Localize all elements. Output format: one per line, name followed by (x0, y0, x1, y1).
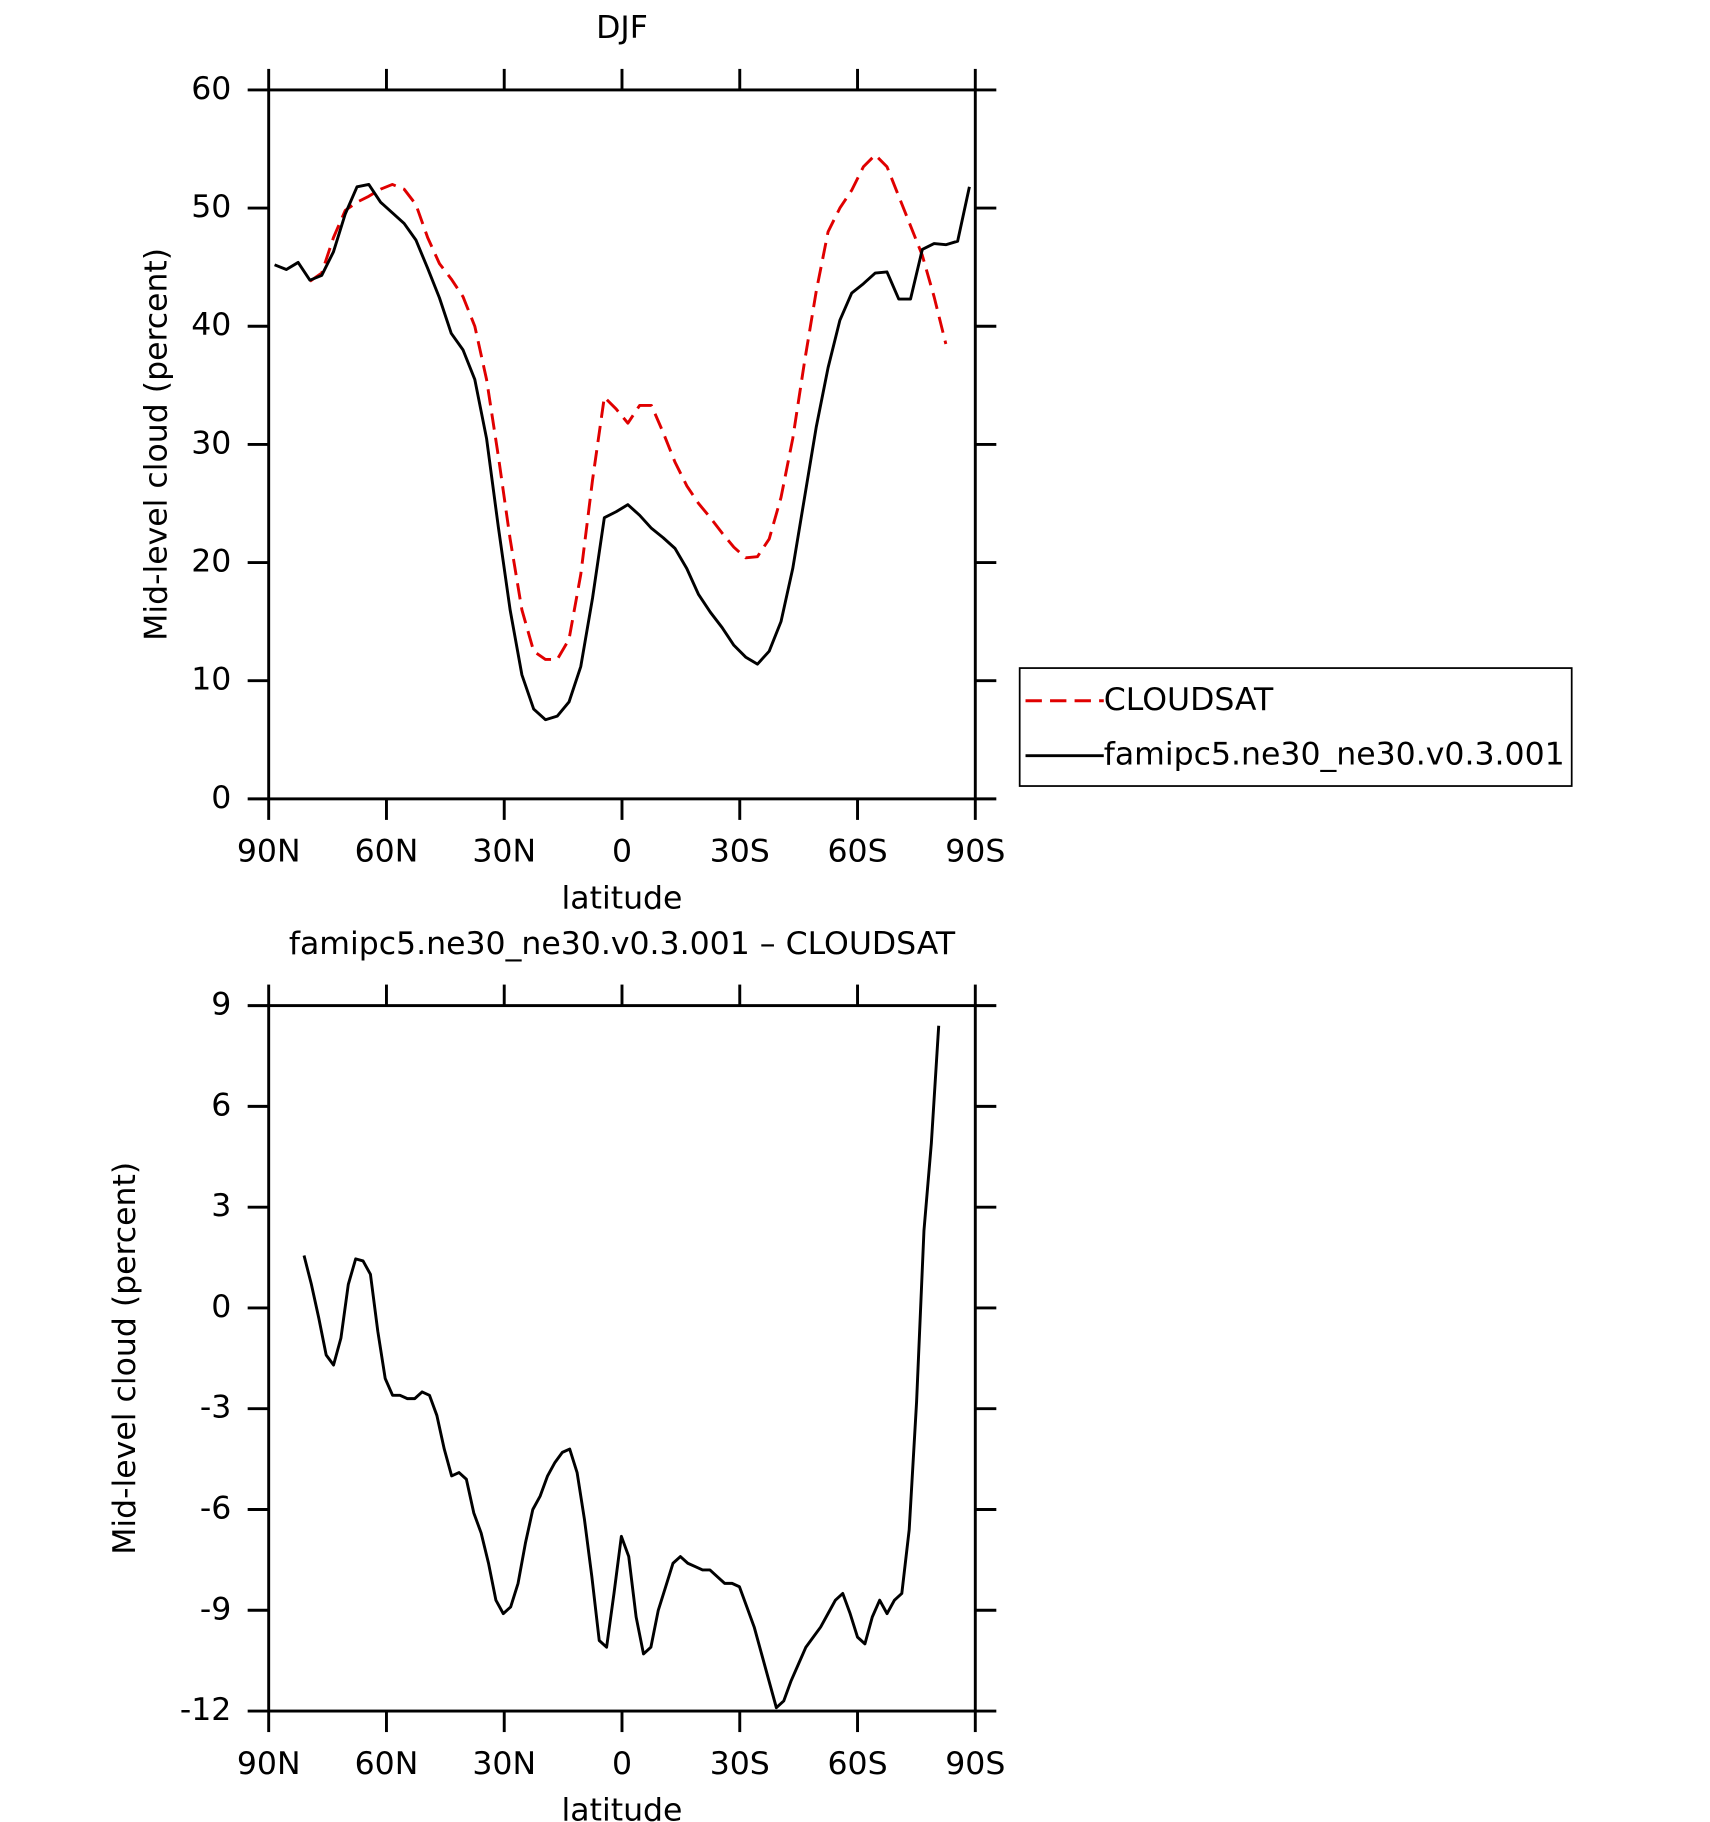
y-tick-label: 60 (191, 71, 231, 107)
x-axis-label: latitude (562, 1792, 683, 1822)
y-tick-label: 0 (211, 780, 231, 816)
legend-label: famipc5.ne30_ne30.v0.3.001 (1104, 737, 1565, 773)
x-tick-label: 0 (612, 1746, 632, 1782)
y-tick-label: 30 (191, 425, 231, 461)
y-tick-label: 3 (211, 1188, 231, 1224)
x-tick-label: 30N (472, 834, 536, 870)
y-tick-label: -3 (200, 1390, 231, 1426)
y-tick-label: -12 (180, 1692, 231, 1728)
x-tick-label: 60S (827, 834, 887, 870)
y-tick-label: 0 (211, 1289, 231, 1325)
legend-label: CLOUDSAT (1104, 682, 1274, 718)
legend-box (1018, 667, 1573, 787)
x-tick-label: 90S (945, 834, 1005, 870)
y-tick-label: 40 (191, 307, 231, 343)
y-tick-label: 10 (191, 662, 231, 698)
plot-frame (267, 88, 977, 801)
x-tick-label: 90N (237, 834, 301, 870)
x-tick-label: 60N (355, 1746, 419, 1782)
x-tick-label: 0 (612, 834, 632, 870)
y-axis-label: Mid-level cloud (percent) (139, 248, 175, 641)
chart-title: DJF (596, 10, 648, 46)
x-tick-label: 60N (355, 834, 419, 870)
y-tick-label: -9 (200, 1591, 231, 1627)
y-axis-label: Mid-level cloud (percent) (107, 1162, 143, 1555)
data-line (309, 153, 948, 661)
y-tick-label: 9 (211, 987, 231, 1023)
data-line (274, 182, 971, 722)
data-line (302, 1025, 941, 1710)
plot-frame (267, 1004, 977, 1713)
y-tick-label: 6 (211, 1087, 231, 1123)
x-tick-label: 30N (472, 1746, 536, 1782)
x-tick-label: 60S (827, 1746, 887, 1782)
y-tick-label: 50 (191, 189, 231, 225)
x-tick-label: 90S (945, 1746, 1005, 1782)
chart-title: famipc5.ne30_ne30.v0.3.001 – CLOUDSAT (289, 926, 956, 962)
y-tick-label: 20 (191, 544, 231, 580)
x-tick-label: 90N (237, 1746, 301, 1782)
x-axis-label: latitude (562, 880, 683, 916)
x-tick-label: 30S (710, 834, 770, 870)
x-tick-label: 30S (710, 1746, 770, 1782)
y-tick-label: -6 (200, 1490, 231, 1526)
